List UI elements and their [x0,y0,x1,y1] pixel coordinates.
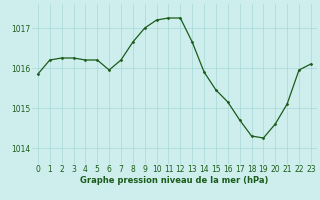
X-axis label: Graphe pression niveau de la mer (hPa): Graphe pression niveau de la mer (hPa) [80,176,268,185]
